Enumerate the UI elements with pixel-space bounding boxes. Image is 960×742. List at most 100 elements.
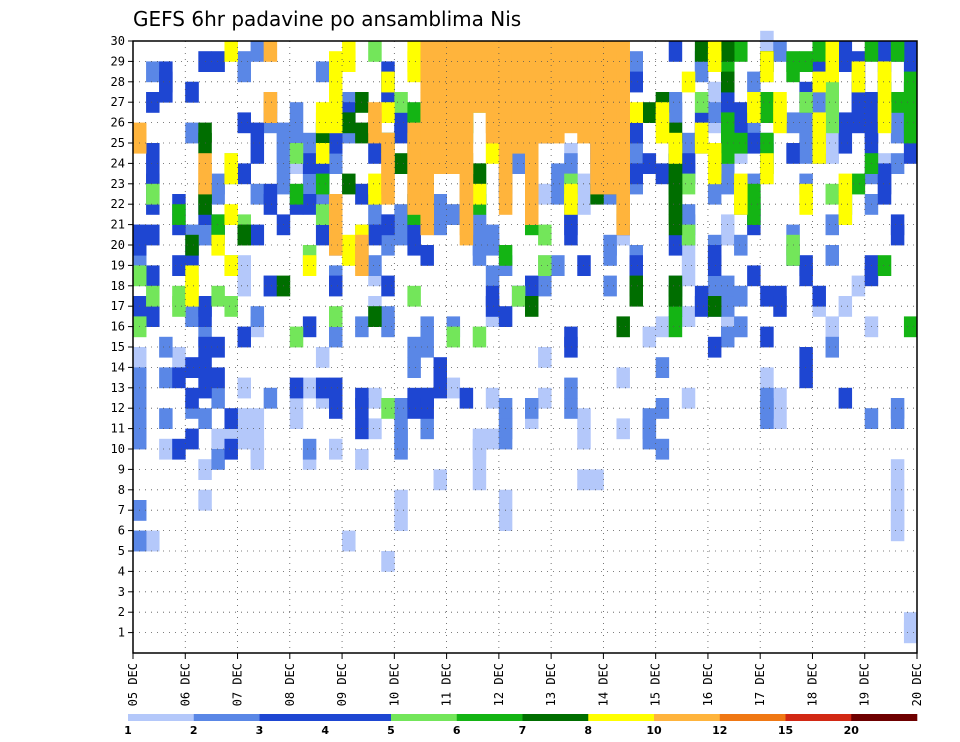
cell-c1 bbox=[250, 428, 265, 450]
cell-c1 bbox=[302, 377, 317, 399]
x-tick-label: 12 DEC bbox=[492, 663, 506, 706]
cell-c7 bbox=[381, 71, 395, 93]
cell-c3 bbox=[773, 285, 787, 307]
cell-c2 bbox=[133, 387, 147, 409]
cell-c2 bbox=[133, 367, 147, 389]
cell-c8 bbox=[407, 122, 421, 144]
cell-c3 bbox=[185, 357, 199, 378]
cell-c8 bbox=[420, 41, 434, 62]
cell-c1 bbox=[472, 469, 487, 491]
cell-c1 bbox=[237, 255, 251, 276]
cell-c2 bbox=[211, 449, 225, 470]
cell-c5 bbox=[498, 245, 513, 266]
cell-c8 bbox=[498, 41, 513, 62]
cell-c7 bbox=[760, 153, 774, 174]
cell-c2 bbox=[133, 428, 147, 450]
cell-c3 bbox=[263, 275, 278, 297]
cell-c4 bbox=[289, 326, 304, 348]
cell-c2 bbox=[799, 132, 813, 154]
cell-c8 bbox=[263, 92, 278, 113]
y-tick-label: 25 bbox=[111, 136, 125, 150]
cell-c5 bbox=[172, 204, 186, 225]
cell-c2 bbox=[760, 408, 774, 429]
cell-c2 bbox=[551, 163, 565, 185]
cell-c3 bbox=[629, 71, 643, 93]
cell-c7 bbox=[668, 132, 683, 154]
cell-c8 bbox=[381, 132, 395, 154]
cell-c2 bbox=[394, 224, 408, 246]
cell-c2 bbox=[655, 357, 670, 378]
x-tick-label: 10 DEC bbox=[387, 663, 401, 706]
cell-c1 bbox=[681, 306, 696, 327]
cell-c4 bbox=[394, 92, 408, 113]
cell-c1 bbox=[250, 408, 265, 429]
colorbar-label: 8 bbox=[584, 724, 592, 737]
cell-c8 bbox=[263, 41, 278, 62]
y-tick-label: 10 bbox=[111, 442, 125, 456]
cell-c3 bbox=[146, 265, 160, 287]
y-tick-label: 29 bbox=[111, 54, 125, 68]
cell-c2 bbox=[485, 265, 500, 287]
cell-c2 bbox=[551, 255, 565, 276]
cell-c5 bbox=[289, 183, 304, 205]
cell-c7 bbox=[224, 204, 238, 225]
y-tick-label: 16 bbox=[111, 320, 125, 334]
cell-c5 bbox=[734, 132, 748, 154]
heatmap-cells bbox=[133, 30, 918, 644]
x-tick-label: 17 DEC bbox=[753, 663, 767, 706]
cell-c4 bbox=[799, 92, 813, 113]
cell-c2 bbox=[133, 530, 147, 552]
cell-c2 bbox=[407, 336, 421, 358]
cell-c3 bbox=[420, 245, 434, 266]
cell-c7 bbox=[655, 102, 670, 123]
cell-c3 bbox=[420, 387, 434, 409]
cell-c7 bbox=[877, 92, 892, 113]
cell-c7 bbox=[329, 112, 343, 134]
y-tick-label: 2 bbox=[118, 605, 125, 619]
y-tick-label: 19 bbox=[111, 258, 125, 272]
colorbar-swatch bbox=[522, 714, 589, 721]
cell-c3 bbox=[838, 387, 853, 409]
cell-c1 bbox=[472, 428, 487, 450]
cell-c3 bbox=[250, 143, 265, 164]
cell-c1 bbox=[237, 408, 251, 429]
cell-c1 bbox=[773, 387, 787, 409]
cell-c7 bbox=[564, 183, 578, 205]
cell-c1 bbox=[538, 183, 552, 205]
cell-c3 bbox=[289, 377, 304, 399]
cell-c2 bbox=[289, 102, 304, 123]
cell-c7 bbox=[329, 92, 343, 113]
cell-c1 bbox=[616, 418, 630, 440]
y-tick-label: 22 bbox=[111, 197, 125, 211]
y-tick-label: 12 bbox=[111, 401, 125, 415]
cell-c8 bbox=[485, 41, 500, 62]
cell-c1 bbox=[577, 408, 591, 429]
cell-c7 bbox=[472, 183, 487, 205]
cell-c3 bbox=[172, 255, 186, 276]
x-tick-label: 07 DEC bbox=[231, 663, 245, 706]
cell-c2 bbox=[629, 51, 643, 72]
cell-c8 bbox=[616, 41, 630, 62]
cell-c4 bbox=[172, 285, 186, 307]
cell-c2 bbox=[890, 153, 905, 174]
cell-c2 bbox=[381, 306, 395, 327]
cell-c3 bbox=[812, 285, 826, 307]
colorbar-label: 5 bbox=[387, 724, 395, 737]
y-tick-label: 21 bbox=[111, 218, 125, 232]
y-axis-ticks: 1234567891011121314151617181920212223242… bbox=[111, 34, 133, 640]
cell-c3 bbox=[263, 183, 278, 205]
cell-c1 bbox=[616, 367, 630, 389]
cell-c7 bbox=[877, 61, 892, 83]
cell-c2 bbox=[237, 51, 251, 72]
cell-c8 bbox=[577, 41, 591, 62]
colorbar-label: 12 bbox=[712, 724, 727, 737]
cell-c7 bbox=[629, 102, 643, 123]
cell-c3 bbox=[707, 336, 722, 358]
cell-c1 bbox=[825, 132, 839, 154]
cell-c3 bbox=[172, 438, 186, 460]
cell-c3 bbox=[302, 194, 317, 215]
cell-c5 bbox=[903, 102, 918, 123]
cell-c7 bbox=[734, 173, 748, 195]
x-tick-label: 13 DEC bbox=[544, 663, 558, 706]
cell-c2 bbox=[603, 234, 617, 256]
